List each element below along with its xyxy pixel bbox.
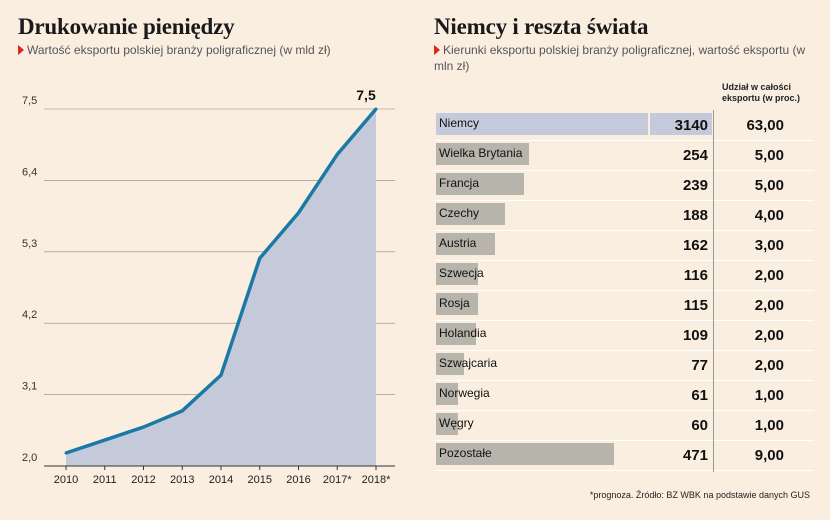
x-tick-label: 2012 bbox=[131, 474, 155, 486]
red-triangle-icon bbox=[434, 45, 440, 55]
bar bbox=[436, 353, 465, 375]
export-value-line-chart: 2,0 3,1 4,2 5,3 6,4 7,5 2010 2011 2012 2013 2014 20… bbox=[22, 87, 395, 486]
bar bbox=[436, 113, 648, 135]
last-value-label: 7,5 bbox=[356, 87, 376, 103]
export-value: 162 bbox=[682, 237, 708, 254]
export-share: 1,00 bbox=[754, 417, 784, 434]
country-label: Holandia bbox=[439, 326, 487, 340]
data-point bbox=[142, 425, 145, 429]
x-tick-label: 2013 bbox=[170, 474, 194, 486]
bar bbox=[436, 233, 496, 255]
export-value: 471 bbox=[682, 447, 708, 464]
export-value: 115 bbox=[683, 297, 708, 314]
bar bbox=[436, 293, 479, 315]
x-tick-label: 2010 bbox=[54, 474, 78, 486]
country-label: Szwecja bbox=[439, 266, 484, 280]
left-subtitle-text: Wartość eksportu polskiej branży poligra… bbox=[27, 43, 331, 57]
table-row: Wielka Brytania 254 5,00 bbox=[434, 140, 814, 171]
data-point bbox=[374, 107, 378, 111]
x-tick-label: 2018* bbox=[362, 474, 391, 486]
x-tick-label: 2011 bbox=[93, 474, 117, 486]
bar bbox=[436, 383, 459, 405]
export-share: 2,00 bbox=[754, 267, 784, 284]
data-point bbox=[258, 256, 262, 260]
footnote: *prognoza. Źródło: BZ WBK na podstawie d… bbox=[589, 490, 810, 500]
export-value: 188 bbox=[682, 207, 708, 224]
export-share: 4,00 bbox=[754, 207, 784, 224]
country-label: Czechy bbox=[439, 206, 480, 220]
y-tick-label: 6,4 bbox=[22, 166, 37, 178]
country-label: Węgry bbox=[439, 416, 474, 430]
bar bbox=[436, 173, 524, 195]
export-share: 3,00 bbox=[754, 237, 784, 254]
country-label: Wielka Brytania bbox=[439, 146, 523, 160]
data-point bbox=[180, 409, 184, 413]
export-share: 1,00 bbox=[754, 387, 784, 404]
left-chart-title: Drukowanie pieniędzy bbox=[18, 14, 235, 39]
table-row: Francja 239 5,00 bbox=[434, 170, 814, 201]
country-label: Austria bbox=[439, 236, 477, 250]
table-row: Holandia 109 2,00 bbox=[434, 320, 814, 351]
bar bbox=[436, 323, 476, 345]
right-chart-title: Niemcy i reszta świata bbox=[434, 14, 649, 39]
country-label: Francja bbox=[439, 176, 480, 190]
export-value: 116 bbox=[683, 267, 708, 284]
table-row: Austria 162 3,00 bbox=[434, 230, 814, 261]
table-row: Czechy 188 4,00 bbox=[434, 200, 814, 231]
export-value: 60 bbox=[691, 417, 708, 434]
export-share: 2,00 bbox=[754, 357, 784, 374]
export-value: 3140 bbox=[674, 117, 708, 134]
y-tick-label: 5,3 bbox=[22, 238, 37, 250]
x-tick-label: 2016 bbox=[286, 474, 310, 486]
red-triangle-icon bbox=[18, 45, 24, 55]
table-row: Pozostałe 471 9,00 bbox=[434, 440, 814, 471]
country-label: Norwegia bbox=[439, 386, 490, 400]
y-tick-label: 3,1 bbox=[22, 381, 37, 393]
bar bbox=[436, 203, 505, 225]
bar bbox=[436, 413, 458, 435]
data-point bbox=[219, 373, 223, 377]
x-tick-label: 2015 bbox=[248, 474, 272, 486]
left-chart-subtitle: Wartość eksportu polskiej branży poligra… bbox=[18, 42, 398, 58]
y-tick-label: 2,0 bbox=[22, 452, 37, 464]
column-divider bbox=[713, 110, 714, 472]
table-row: Węgry 60 1,00 bbox=[434, 410, 814, 441]
export-share: 2,00 bbox=[754, 297, 784, 314]
area-fill bbox=[66, 109, 376, 466]
table-row: Niemcy 3140 63,00 bbox=[434, 110, 814, 141]
country-label: Niemcy bbox=[439, 116, 480, 130]
export-value: 239 bbox=[682, 177, 708, 194]
country-label: Pozostałe bbox=[439, 446, 492, 460]
export-value: 77 bbox=[691, 357, 708, 374]
export-share: 5,00 bbox=[754, 177, 784, 194]
export-value: 254 bbox=[682, 147, 708, 164]
share-column-header: Udział w całości eksportu (w proc.) bbox=[722, 82, 801, 103]
x-tick-label: 2014 bbox=[209, 474, 233, 486]
export-value: 61 bbox=[691, 387, 708, 404]
export-share: 63,00 bbox=[746, 117, 784, 134]
right-subtitle-text: Kierunki eksportu polskiej branży poligr… bbox=[434, 43, 806, 73]
export-share: 5,00 bbox=[754, 147, 784, 164]
x-tick-label: 2017* bbox=[323, 474, 352, 486]
export-value: 109 bbox=[682, 327, 708, 344]
y-tick-label: 4,2 bbox=[22, 309, 37, 321]
export-share: 2,00 bbox=[754, 327, 784, 344]
bar bbox=[436, 263, 479, 285]
data-point bbox=[64, 451, 68, 455]
table-row: Szwajcaria 77 2,00 bbox=[434, 350, 814, 381]
table-row: Szwecja 116 2,00 bbox=[434, 260, 814, 291]
country-label: Rosja bbox=[439, 296, 470, 310]
data-point bbox=[297, 211, 300, 215]
bar bbox=[436, 143, 529, 165]
export-share: 9,00 bbox=[754, 447, 784, 464]
bar bbox=[436, 443, 614, 465]
data-point bbox=[335, 152, 339, 156]
table-row: Norwegia 61 1,00 bbox=[434, 380, 814, 411]
data-point bbox=[103, 438, 107, 442]
country-label: Szwajcaria bbox=[439, 356, 498, 370]
y-tick-label: 7,5 bbox=[22, 95, 37, 107]
bar-break-segment bbox=[650, 113, 712, 135]
table-row: Rosja 115 2,00 bbox=[434, 290, 814, 321]
right-chart-subtitle: Kierunki eksportu polskiej branży poligr… bbox=[434, 42, 814, 74]
